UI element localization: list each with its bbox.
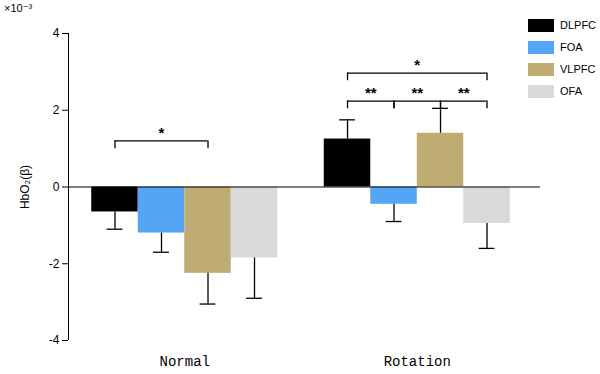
html-text:×10⁻³: ×10⁻³	[4, 2, 33, 14]
svg-text:Rotation: Rotation	[384, 354, 451, 370]
svg-text:**: **	[458, 84, 470, 101]
html-text:OFA: OFA	[560, 85, 582, 97]
html-text:FOA: FOA	[560, 41, 583, 53]
svg-text:Normal: Normal	[160, 354, 210, 370]
svg-text:2: 2	[53, 103, 60, 117]
svg-text:**: **	[411, 84, 423, 101]
svg-text:4: 4	[53, 26, 60, 40]
svg-text:-2: -2	[49, 257, 60, 271]
svg-text:**: **	[365, 84, 377, 101]
svg-text:*: *	[159, 124, 165, 141]
html-text:DLPFC: DLPFC	[560, 19, 597, 31]
html-text:VLPFC: VLPFC	[560, 63, 596, 75]
svg-text:HbO₂(β): HbO₂(β)	[18, 165, 32, 209]
svg-text:*: *	[414, 56, 420, 73]
svg-text:0: 0	[53, 180, 60, 194]
svg-text:-4: -4	[49, 333, 60, 347]
